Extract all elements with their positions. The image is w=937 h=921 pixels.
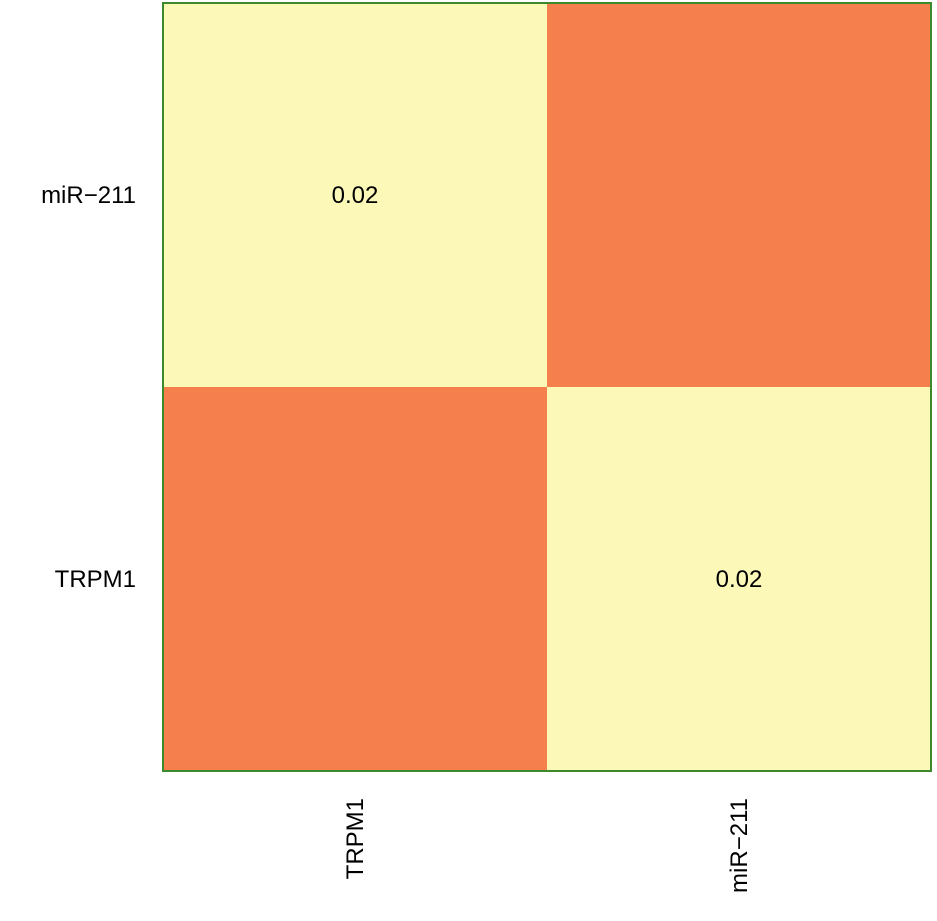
heatmap-cell-r1-c1 [547, 387, 931, 771]
row-label: miR−211 [41, 182, 136, 209]
heatmap-cells [163, 3, 931, 771]
row-label: TRPM1 [55, 566, 136, 593]
cell-value-label: 0.02 [332, 182, 379, 209]
row-labels: miR−211 TRPM1 [41, 182, 136, 593]
plot-border [162, 2, 932, 772]
heatmap-cell-r0-c1 [547, 3, 931, 387]
heatmap-cell-r0-c0 [163, 3, 547, 387]
column-label: TRPM1 [342, 798, 369, 879]
cell-value-label: 0.02 [716, 566, 763, 593]
column-label: miR−211 [726, 798, 753, 893]
column-labels: TRPM1 miR−211 [342, 798, 753, 893]
heatmap-cell-labels: 0.02 0.02 [332, 182, 763, 593]
heatmap-cell-r1-c0 [163, 387, 547, 771]
